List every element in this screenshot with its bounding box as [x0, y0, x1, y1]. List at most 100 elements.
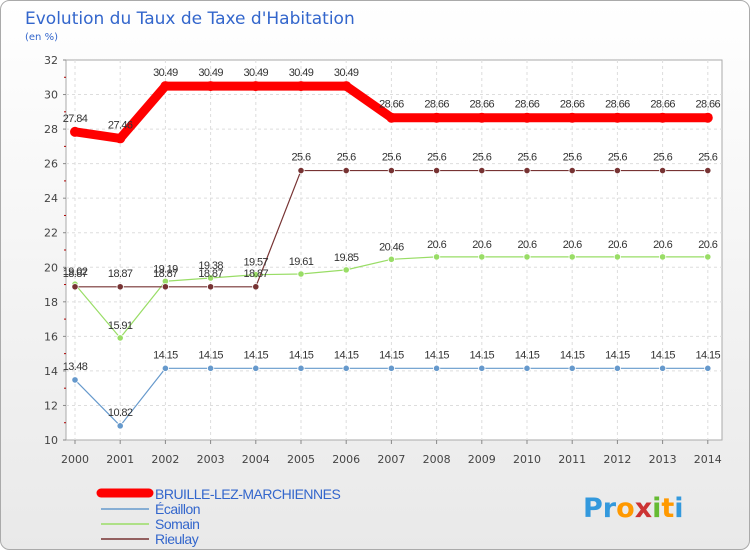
- data-point-rieulay: [297, 166, 305, 175]
- grid-layer: [66, 60, 722, 440]
- data-point-bruille: [431, 112, 442, 123]
- data-label-bruille: 27.84: [63, 113, 88, 125]
- data-point-rieulay: [568, 166, 576, 175]
- legend-label-bruille: BRUILLE-LEZ-MARCHIENNES: [155, 486, 340, 502]
- data-label-bruille: 28.66: [379, 99, 404, 111]
- data-label-ecaillon: 14.15: [424, 349, 449, 361]
- data-point-bruille: [70, 126, 80, 137]
- data-label-ecaillon: 14.15: [470, 349, 495, 361]
- data-label-somain: 20.6: [608, 239, 627, 251]
- data-label-bruille: 28.66: [470, 99, 495, 111]
- data-point-bruille: [657, 112, 668, 123]
- data-point-somain: [387, 255, 395, 263]
- data-point-bruille: [296, 81, 306, 92]
- legend-label-rieulay: Rieulay: [155, 531, 199, 547]
- y-tick-label: 32: [44, 54, 58, 67]
- x-tick-label: 2005: [287, 453, 315, 466]
- data-point-somain: [658, 253, 667, 261]
- logo-letter: o: [616, 493, 635, 524]
- data-point-somain: [704, 253, 712, 261]
- data-point-rieulay: [478, 166, 486, 175]
- data-label-bruille: 28.66: [424, 99, 449, 111]
- data-point-bruille: [476, 112, 487, 123]
- data-point-somain: [297, 270, 305, 278]
- data-label-rieulay: 25.6: [563, 152, 582, 164]
- data-point-rieulay: [116, 283, 124, 291]
- y-tick-label: 16: [44, 330, 58, 343]
- data-point-bruille: [115, 133, 126, 144]
- data-label-rieulay: 18.87: [153, 268, 178, 280]
- x-tick-label: 2010: [513, 453, 541, 466]
- label-layer: 27.84 27.46 30.49 30.49 30.49 30.49 30.49 28.66…: [63, 67, 721, 419]
- data-point-bruille: [567, 112, 578, 123]
- proxiti-logo: Proxiti: [583, 493, 684, 524]
- data-point-rieulay: [658, 166, 667, 175]
- data-point-somain: [207, 274, 215, 282]
- data-point-bruille: [386, 112, 397, 123]
- data-label-bruille: 30.49: [153, 67, 178, 79]
- logo-letter: i: [674, 493, 683, 524]
- data-point-somain: [568, 253, 576, 261]
- logo-letter: r: [603, 493, 617, 524]
- data-label-bruille: 28.66: [605, 99, 630, 111]
- data-point-somain: [432, 253, 441, 261]
- data-label-somain: 20.6: [653, 239, 672, 251]
- legend-label-ecaillon: Écaillon: [155, 501, 200, 517]
- data-point-bruille: [612, 112, 623, 123]
- data-point-somain: [342, 266, 350, 274]
- data-label-somain: 20.46: [379, 241, 404, 253]
- data-point-ecaillon: [71, 376, 79, 384]
- legend-label-somain: Somain: [155, 516, 199, 532]
- y-tick-label: 28: [44, 123, 58, 136]
- data-label-bruille: 28.66: [515, 99, 540, 111]
- data-label-rieulay: 25.6: [427, 152, 446, 164]
- plot-area: [65, 59, 723, 441]
- data-label-somain: 20.6: [698, 239, 717, 251]
- data-label-ecaillon: 14.15: [334, 349, 359, 361]
- data-label-rieulay: 25.6: [382, 152, 401, 164]
- data-point-somain: [252, 271, 260, 279]
- data-point-ecaillon: [432, 364, 441, 372]
- data-point-rieulay: [161, 283, 169, 291]
- data-label-ecaillon: 14.15: [379, 349, 404, 361]
- x-tick-label: 2004: [242, 453, 270, 466]
- logo-letter: x: [635, 493, 652, 524]
- data-point-somain: [613, 253, 622, 261]
- data-label-rieulay: 25.6: [653, 152, 672, 164]
- data-point-rieulay: [71, 283, 79, 291]
- x-tick-label: 2000: [61, 453, 89, 466]
- data-label-bruille: 30.49: [244, 67, 269, 79]
- data-label-somain: 19.85: [334, 252, 359, 264]
- data-label-ecaillon: 14.15: [198, 349, 223, 361]
- data-point-ecaillon: [478, 364, 486, 372]
- data-label-ecaillon: 14.15: [605, 349, 630, 361]
- x-tick-label: 2012: [603, 453, 631, 466]
- data-point-rieulay: [432, 166, 441, 175]
- x-tick-label: 2002: [151, 453, 179, 466]
- data-label-somain: 20.6: [427, 239, 446, 251]
- axis-layer: 10 12 14 16 18 20 22 24 26 28 30 32 2000 2001 2002 2003…: [44, 54, 722, 466]
- data-point-rieulay: [704, 166, 712, 175]
- data-point-ecaillon: [297, 364, 305, 372]
- data-label-rieulay: 25.6: [517, 152, 536, 164]
- y-tick-label: 24: [44, 192, 58, 205]
- data-point-bruille: [250, 81, 261, 92]
- data-label-rieulay: 25.6: [608, 152, 627, 164]
- data-point-bruille: [160, 81, 171, 92]
- x-tick-label: 2003: [197, 453, 225, 466]
- x-tick-label: 2014: [694, 453, 722, 466]
- data-point-ecaillon: [252, 364, 260, 372]
- chart-subtitle: (en %): [25, 32, 58, 43]
- data-label-bruille: 27.46: [108, 119, 133, 131]
- data-label-ecaillon: 14.15: [650, 349, 675, 361]
- legend: BRUILLE-LEZ-MARCHIENNES Écaillon Somain …: [96, 486, 341, 547]
- data-label-ecaillon: 14.15: [696, 349, 721, 361]
- y-tick-label: 14: [44, 365, 58, 378]
- data-label-rieulay: 18.87: [244, 268, 269, 280]
- data-point-rieulay: [613, 166, 622, 175]
- data-point-ecaillon: [568, 364, 576, 372]
- data-label-bruille: 30.49: [289, 67, 314, 79]
- data-label-rieulay: 25.6: [698, 152, 717, 164]
- data-point-somain: [523, 253, 531, 261]
